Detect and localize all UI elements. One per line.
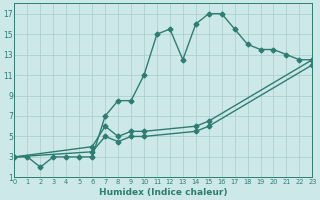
X-axis label: Humidex (Indice chaleur): Humidex (Indice chaleur) bbox=[99, 188, 228, 197]
